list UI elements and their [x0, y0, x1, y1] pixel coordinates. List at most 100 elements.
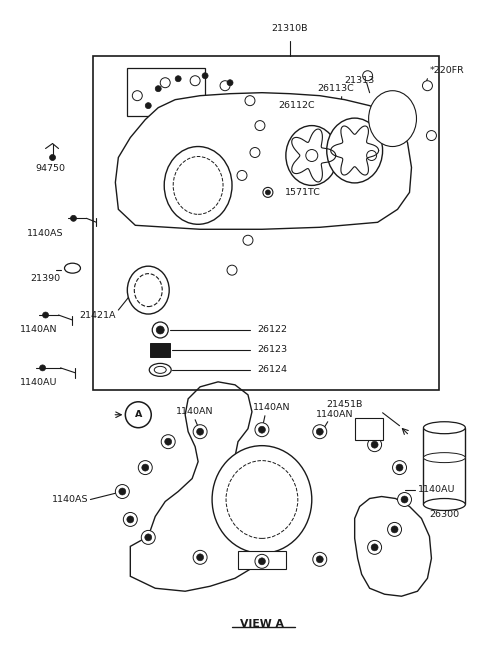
Circle shape — [197, 428, 204, 435]
Circle shape — [175, 76, 181, 81]
Circle shape — [161, 435, 175, 449]
Circle shape — [245, 96, 255, 106]
Ellipse shape — [212, 445, 312, 553]
Circle shape — [368, 541, 382, 555]
Bar — [127, 68, 205, 116]
Circle shape — [156, 326, 164, 334]
Circle shape — [193, 424, 207, 439]
Circle shape — [313, 424, 327, 439]
Text: 1140AS: 1140AS — [52, 495, 88, 504]
Circle shape — [393, 461, 407, 474]
Ellipse shape — [127, 266, 169, 314]
Circle shape — [132, 91, 142, 101]
Circle shape — [391, 526, 398, 533]
Ellipse shape — [286, 125, 338, 185]
Circle shape — [258, 558, 265, 565]
Text: 21313: 21313 — [345, 76, 375, 85]
Circle shape — [152, 322, 168, 338]
Circle shape — [316, 556, 323, 563]
Circle shape — [160, 78, 170, 87]
Text: 1571TC: 1571TC — [285, 188, 321, 197]
Bar — [150, 343, 170, 357]
Bar — [238, 551, 286, 570]
Circle shape — [316, 428, 323, 435]
Circle shape — [367, 150, 377, 160]
Text: 1140AS: 1140AS — [27, 229, 64, 238]
Circle shape — [263, 187, 273, 197]
Text: 26124: 26124 — [257, 365, 287, 374]
Circle shape — [306, 150, 318, 162]
Text: 26113C: 26113C — [318, 84, 355, 93]
Circle shape — [197, 554, 204, 561]
Circle shape — [363, 71, 372, 81]
Bar — [355, 418, 383, 440]
Text: 1140AN: 1140AN — [316, 410, 353, 419]
Circle shape — [145, 534, 152, 541]
Text: 1140AN: 1140AN — [253, 403, 291, 413]
Ellipse shape — [164, 147, 232, 224]
Bar — [94, 56, 439, 390]
Circle shape — [202, 73, 208, 79]
Text: 26122: 26122 — [257, 325, 287, 334]
Circle shape — [43, 312, 48, 318]
Circle shape — [265, 190, 270, 195]
Circle shape — [255, 555, 269, 568]
Circle shape — [243, 235, 253, 245]
Ellipse shape — [423, 453, 465, 463]
Circle shape — [426, 131, 436, 141]
Text: 26112C: 26112C — [278, 101, 314, 110]
Text: 1140AU: 1140AU — [418, 485, 455, 494]
Circle shape — [125, 402, 151, 428]
Circle shape — [39, 365, 46, 371]
Ellipse shape — [327, 118, 383, 183]
Ellipse shape — [226, 461, 298, 538]
Circle shape — [401, 496, 408, 503]
Ellipse shape — [173, 156, 223, 214]
Circle shape — [371, 441, 378, 448]
Circle shape — [250, 148, 260, 158]
Circle shape — [227, 265, 237, 275]
Polygon shape — [355, 497, 432, 596]
Circle shape — [190, 76, 200, 85]
Circle shape — [255, 121, 265, 131]
Circle shape — [227, 79, 233, 85]
Circle shape — [387, 522, 402, 536]
Bar — [423, 428, 465, 505]
Text: 26123: 26123 — [257, 346, 287, 354]
Circle shape — [119, 488, 126, 495]
Circle shape — [313, 553, 327, 566]
Circle shape — [165, 438, 172, 445]
Circle shape — [237, 170, 247, 181]
Circle shape — [145, 102, 151, 108]
Circle shape — [371, 544, 378, 551]
Text: 26300: 26300 — [429, 510, 459, 519]
Text: 21421A: 21421A — [79, 311, 115, 319]
Ellipse shape — [134, 274, 162, 307]
Text: 1140AU: 1140AU — [20, 378, 57, 388]
Circle shape — [71, 215, 76, 221]
Polygon shape — [115, 93, 411, 229]
Circle shape — [368, 438, 382, 451]
Ellipse shape — [423, 499, 465, 510]
Text: 21451B: 21451B — [326, 400, 363, 409]
Circle shape — [396, 464, 403, 471]
Circle shape — [258, 426, 265, 433]
Ellipse shape — [64, 263, 81, 273]
Text: 94750: 94750 — [36, 164, 66, 173]
Circle shape — [220, 81, 230, 91]
Circle shape — [193, 551, 207, 564]
Circle shape — [123, 512, 137, 526]
Text: 21390: 21390 — [31, 274, 60, 283]
Text: 1140AN: 1140AN — [20, 325, 57, 334]
Text: *220FR: *220FR — [430, 66, 464, 76]
Circle shape — [255, 422, 269, 437]
Ellipse shape — [154, 367, 166, 373]
Circle shape — [155, 85, 161, 92]
Ellipse shape — [149, 363, 171, 376]
Circle shape — [49, 154, 56, 160]
Text: 1140AN: 1140AN — [176, 407, 214, 417]
Text: VIEW A: VIEW A — [240, 619, 284, 629]
Circle shape — [397, 493, 411, 507]
Ellipse shape — [423, 422, 465, 434]
Circle shape — [142, 464, 149, 471]
